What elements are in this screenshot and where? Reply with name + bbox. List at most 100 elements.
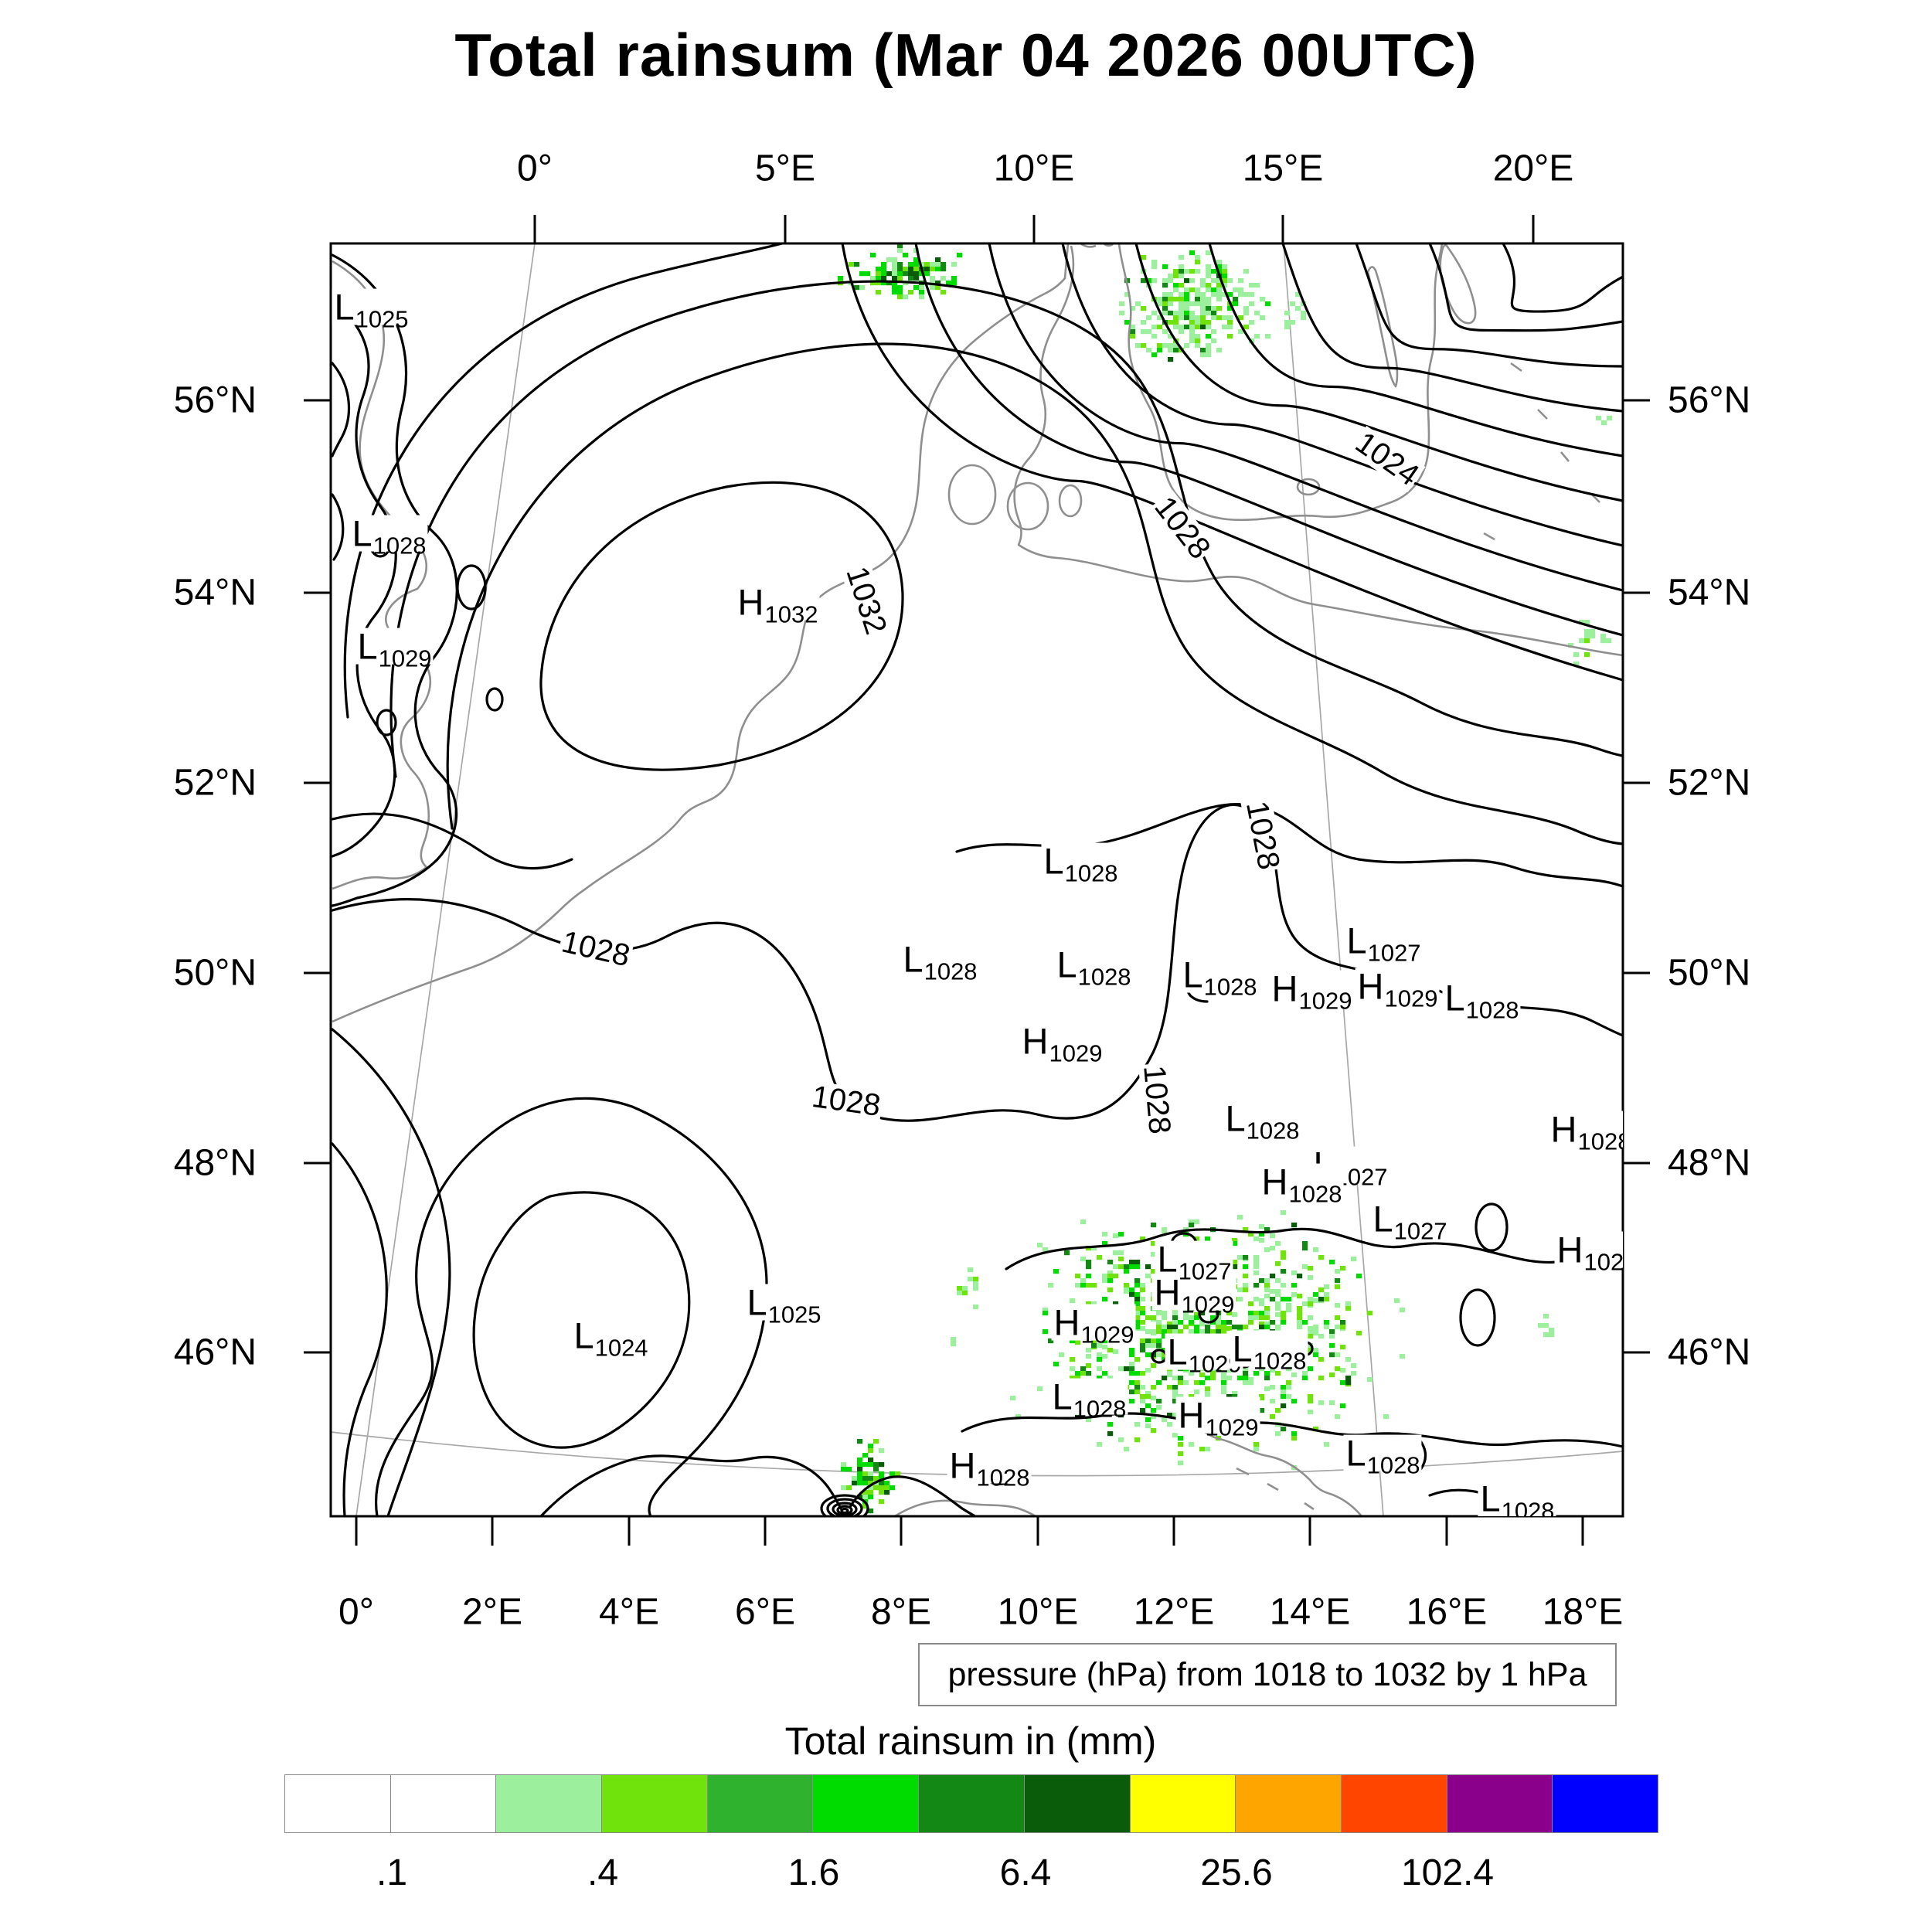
- rain-cell: [1275, 1292, 1281, 1298]
- rain-cell: [1221, 1320, 1227, 1325]
- rain-cell: [1211, 311, 1217, 316]
- rain-cell: [1167, 1422, 1173, 1427]
- isobar-se-2: [961, 1412, 1623, 1448]
- rain-cell: [1141, 329, 1147, 335]
- rain-cell: [1206, 334, 1212, 339]
- colorbar-tick-label: 25.6: [1200, 1852, 1273, 1893]
- rain-cell: [1168, 292, 1174, 298]
- rain-cell: [1134, 1260, 1141, 1265]
- rain-cell: [1253, 1270, 1260, 1276]
- rain-cell: [1199, 1447, 1206, 1452]
- rain-cell: [968, 1267, 974, 1273]
- rain-cell: [1329, 1352, 1335, 1358]
- axis-label-top: 15°E: [1242, 148, 1324, 189]
- rain-cell: [1086, 1264, 1092, 1270]
- rain-cell: [1297, 1306, 1303, 1311]
- rain-cell: [1249, 320, 1255, 325]
- pressure-value: 1028: [1583, 1248, 1623, 1276]
- rain-cell: [1264, 1371, 1270, 1376]
- rain-cell: [1168, 274, 1174, 279]
- pressure-center-label: L1024: [571, 1317, 650, 1360]
- rain-cell: [868, 1495, 874, 1500]
- rain-cell: [868, 1444, 874, 1449]
- rain-cell: [879, 1462, 885, 1468]
- rain-cell: [1270, 1385, 1276, 1390]
- rain-cell: [1107, 1376, 1114, 1381]
- rain-cell: [1102, 1241, 1108, 1247]
- rain-cell: [1238, 292, 1244, 298]
- rain-cell: [1584, 652, 1590, 658]
- rain-cell: [1318, 1334, 1325, 1339]
- rain-cell: [1134, 1371, 1141, 1376]
- rain-cell: [1206, 352, 1212, 358]
- rain-cell: [1324, 1284, 1330, 1290]
- rain-cell: [1297, 1315, 1303, 1321]
- rain-cell: [1216, 260, 1223, 265]
- pressure-value: 1025: [355, 305, 409, 333]
- adriatic-islets: [1236, 1467, 1315, 1511]
- rain-cell: [1140, 1236, 1146, 1242]
- island-bornholm: [1296, 478, 1321, 496]
- rain-cell: [968, 1277, 974, 1282]
- rain-cell: [1097, 1366, 1103, 1372]
- rain-cell: [1140, 1326, 1146, 1332]
- axis-label-bottom: 16°E: [1406, 1591, 1488, 1633]
- axis-label-left: 56°N: [173, 379, 257, 421]
- rain-cell: [1059, 1352, 1065, 1358]
- rain-cell: [1195, 255, 1201, 260]
- colorbar-cell: [1447, 1775, 1553, 1832]
- rain-cell: [897, 294, 903, 300]
- isobar-pack-line: [1134, 243, 1623, 502]
- rain-cell: [892, 257, 898, 263]
- rain-cell: [1178, 1436, 1184, 1441]
- rain-cell: [1118, 1250, 1124, 1256]
- rain-cell: [881, 276, 887, 281]
- rain-cell: [1145, 1352, 1151, 1358]
- rain-cell: [1179, 255, 1185, 260]
- rain-cell: [1200, 325, 1206, 330]
- rain-cell: [1140, 1283, 1146, 1288]
- rain-cell: [1259, 1325, 1265, 1330]
- rain-cell: [1179, 274, 1185, 279]
- isobar-1025-outer: [374, 1097, 768, 1516]
- contour-value-label: 1028: [1137, 1062, 1177, 1138]
- pressure-center-label: H1029: [1151, 1274, 1236, 1317]
- rain-cell: [1340, 1368, 1346, 1373]
- pressure-value: 1029: [1049, 1039, 1103, 1067]
- rain-cell: [973, 1286, 979, 1291]
- rain-cell: [1356, 1331, 1362, 1336]
- rain-cell: [1091, 1283, 1097, 1288]
- rain-cell: [1286, 1385, 1292, 1390]
- rain-cell: [862, 1453, 869, 1458]
- pressure-letter: L: [1167, 1331, 1188, 1372]
- rain-cell: [1151, 1329, 1157, 1335]
- rain-colorbar: [284, 1774, 1658, 1833]
- rain-cell: [1173, 325, 1179, 330]
- rain-cell: [1070, 1298, 1076, 1304]
- rain-cell: [1140, 1394, 1146, 1400]
- rain-cell: [1118, 1232, 1124, 1237]
- pressure-center-label: L1028: [1054, 946, 1133, 989]
- rain-cell: [1206, 311, 1212, 316]
- colorbar-tick-label: 1.6: [787, 1852, 840, 1893]
- isobar-bottom-2: [849, 1475, 977, 1516]
- rain-cell: [1145, 1403, 1151, 1409]
- rain-cell: [1318, 1357, 1325, 1362]
- rain-cell: [1134, 1422, 1141, 1427]
- rain-cell: [1195, 260, 1201, 265]
- colorbar-tick-label: 6.4: [999, 1852, 1052, 1893]
- rain-cell: [1118, 1264, 1124, 1270]
- rain-cell: [1107, 1348, 1114, 1353]
- rain-cell: [1124, 292, 1131, 298]
- rain-cell: [1151, 264, 1158, 270]
- pressure-center-label: H1029: [1175, 1396, 1260, 1440]
- rain-cell: [1549, 1332, 1555, 1338]
- rain-cell: [1167, 1413, 1173, 1418]
- rain-cell: [1259, 1394, 1265, 1400]
- rain-cell: [1291, 1283, 1298, 1288]
- rain-cell: [1206, 320, 1212, 325]
- colorbar-cell: [1130, 1775, 1236, 1832]
- rain-cell: [1086, 1260, 1092, 1265]
- rain-cell: [1308, 1301, 1314, 1307]
- rain-cell: [1291, 1270, 1298, 1276]
